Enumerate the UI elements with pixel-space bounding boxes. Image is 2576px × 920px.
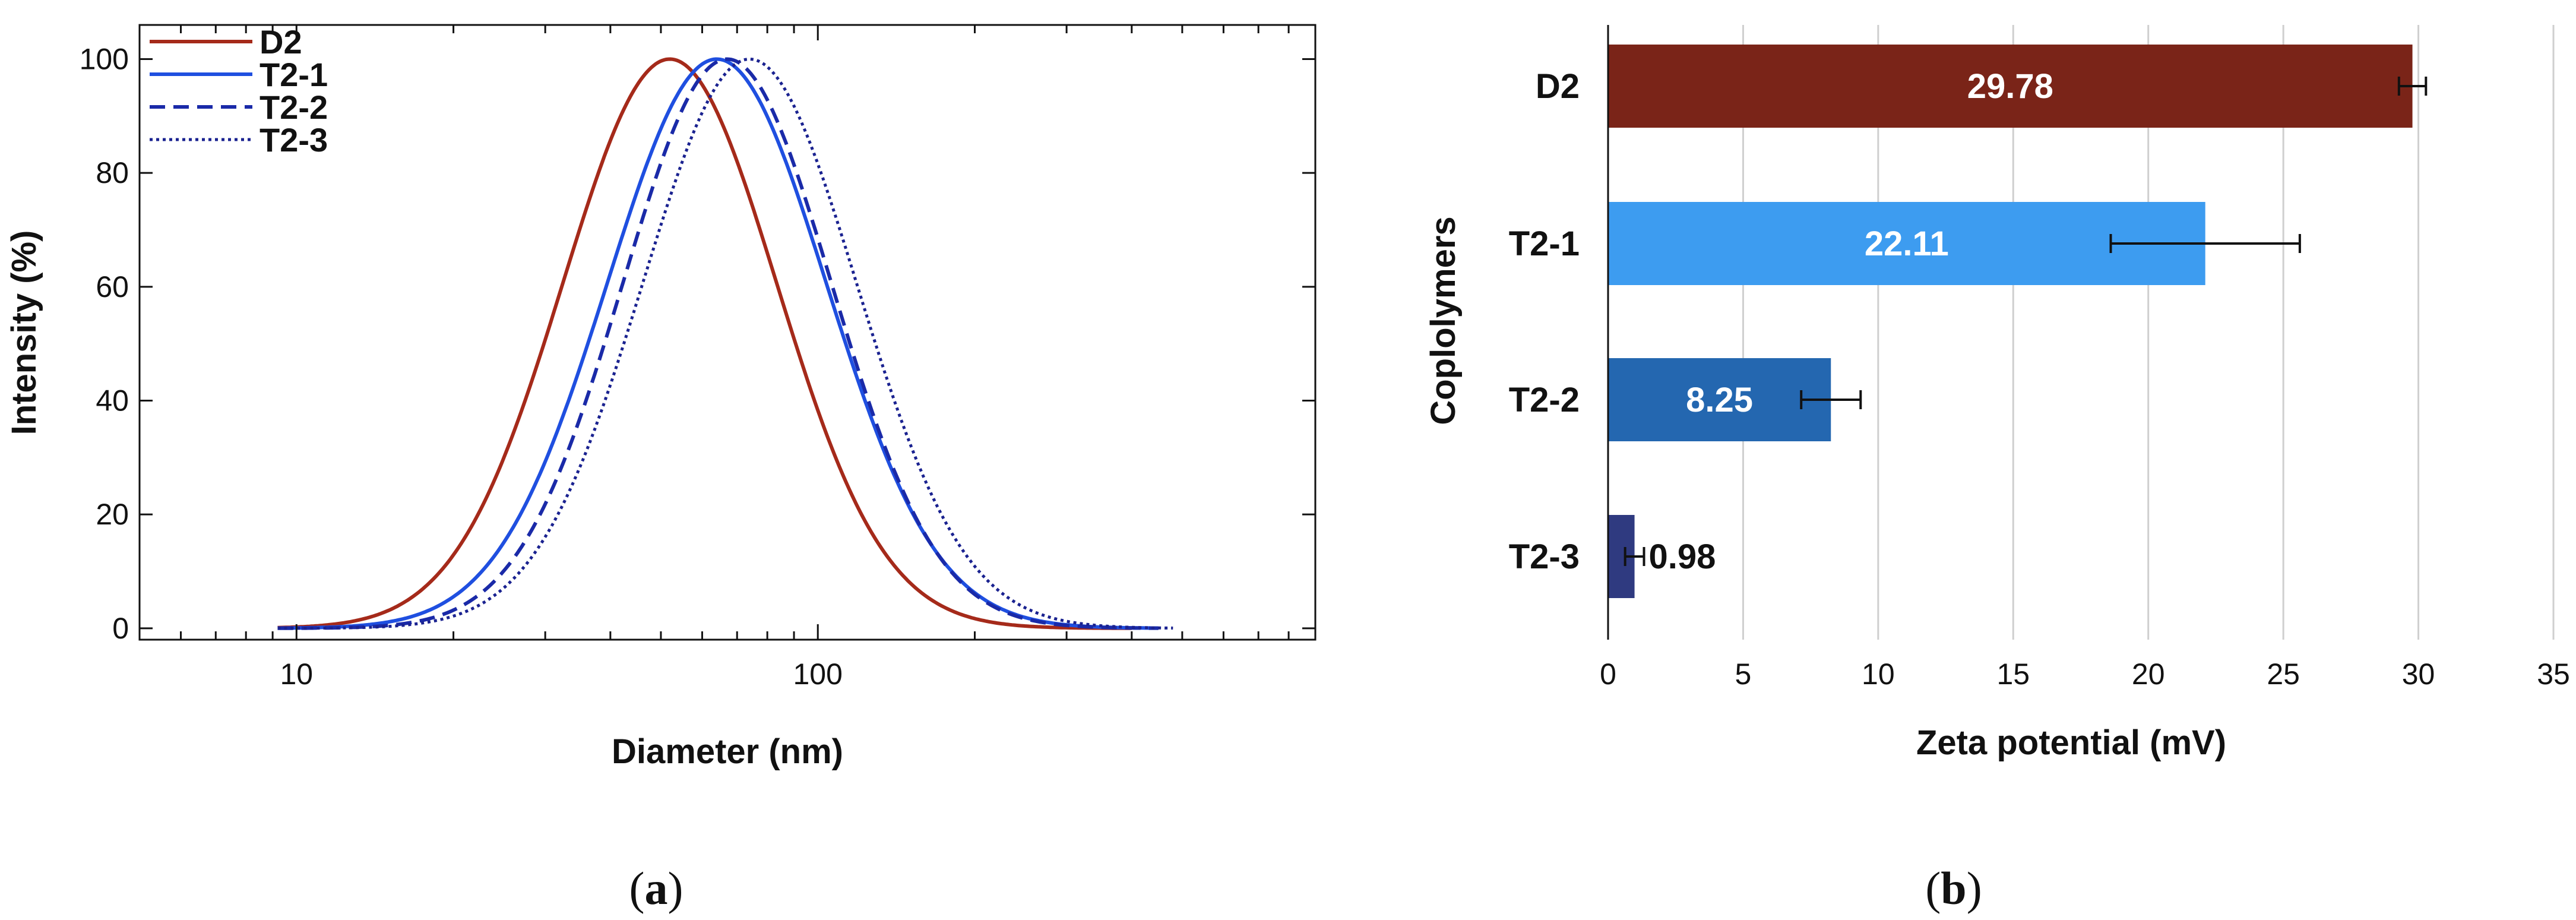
chart-b-x-tick-label: 30 bbox=[2402, 657, 2435, 691]
chart-a-legend-label: T2-3 bbox=[260, 121, 328, 159]
chart-a-y-tick-label: 0 bbox=[112, 612, 129, 645]
chart-b-value-label: 22.11 bbox=[1865, 225, 1949, 263]
chart-b-zeta: D2 29.78 T2-1 22.11 T2-2 8.25 T2-3 0.98 0 5 10 15 2… bbox=[1424, 25, 2570, 914]
chart-a-panel-label: (a) bbox=[629, 862, 683, 914]
chart-a-plot-frame bbox=[138, 24, 1317, 641]
chart-a-y-axis-label: Intensity (%) bbox=[5, 230, 43, 435]
chart-a-legend-label: T2-2 bbox=[260, 88, 328, 126]
chart-b-category-label: T2-1 bbox=[1509, 225, 1580, 263]
chart-b-value-label: 8.25 bbox=[1686, 381, 1753, 419]
chart-b-category-label: D2 bbox=[1536, 67, 1580, 106]
chart-b-x-axis-label: Zeta potential (mV) bbox=[1916, 723, 2226, 762]
chart-a-panel-letter: a bbox=[645, 862, 668, 914]
chart-a-series-line-t2-2 bbox=[277, 57, 1159, 630]
chart-a-y-tick-label: 100 bbox=[80, 43, 129, 76]
chart-b-bar-t2-2 bbox=[1608, 358, 1831, 441]
chart-a-y-tick-label: 20 bbox=[96, 498, 129, 531]
chart-a-series-line-t2-1 bbox=[277, 57, 1159, 630]
chart-b-x-tick-label: 10 bbox=[1862, 657, 1895, 691]
chart-b-y-axis-label: Coplolymers bbox=[1424, 216, 1463, 425]
chart-b-category-label: T2-3 bbox=[1509, 538, 1580, 576]
chart-b-value-label: 29.78 bbox=[1967, 67, 2053, 106]
chart-b-x-tick-label: 25 bbox=[2267, 657, 2300, 691]
chart-b-x-tick-label: 20 bbox=[2132, 657, 2165, 691]
chart-b-bar-t2-1 bbox=[1608, 202, 2205, 285]
chart-a-x-axis-label: Diameter (nm) bbox=[612, 732, 843, 771]
chart-b-panel-letter: b bbox=[1941, 862, 1966, 914]
chart-a-legend-label: T2-1 bbox=[260, 56, 328, 93]
chart-a-x-tick-label: 10 bbox=[280, 657, 313, 691]
chart-a-y-tick-label: 60 bbox=[96, 270, 129, 303]
chart-a-x-tick-label: 100 bbox=[793, 657, 843, 691]
chart-a-y-tick-label: 40 bbox=[96, 384, 129, 418]
chart-b-panel-label: (b) bbox=[1925, 862, 1982, 914]
chart-b-x-tick-label: 5 bbox=[1735, 657, 1752, 691]
chart-b-bar-d2 bbox=[1608, 45, 2413, 128]
chart-b-value-label: 0.98 bbox=[1648, 538, 1716, 576]
chart-a-series-line-t2-3 bbox=[277, 57, 1173, 630]
chart-a-y-tick-label: 80 bbox=[96, 156, 129, 189]
chart-a-series-line-d2 bbox=[277, 57, 1132, 630]
chart-b-category-label: T2-2 bbox=[1509, 381, 1580, 419]
chart-b-x-tick-label: 15 bbox=[1996, 657, 2030, 691]
chart-b-x-tick-label: 0 bbox=[1600, 657, 1616, 691]
chart-a-legend-label: D2 bbox=[260, 23, 302, 61]
chart-b-x-tick-label: 35 bbox=[2537, 657, 2570, 691]
